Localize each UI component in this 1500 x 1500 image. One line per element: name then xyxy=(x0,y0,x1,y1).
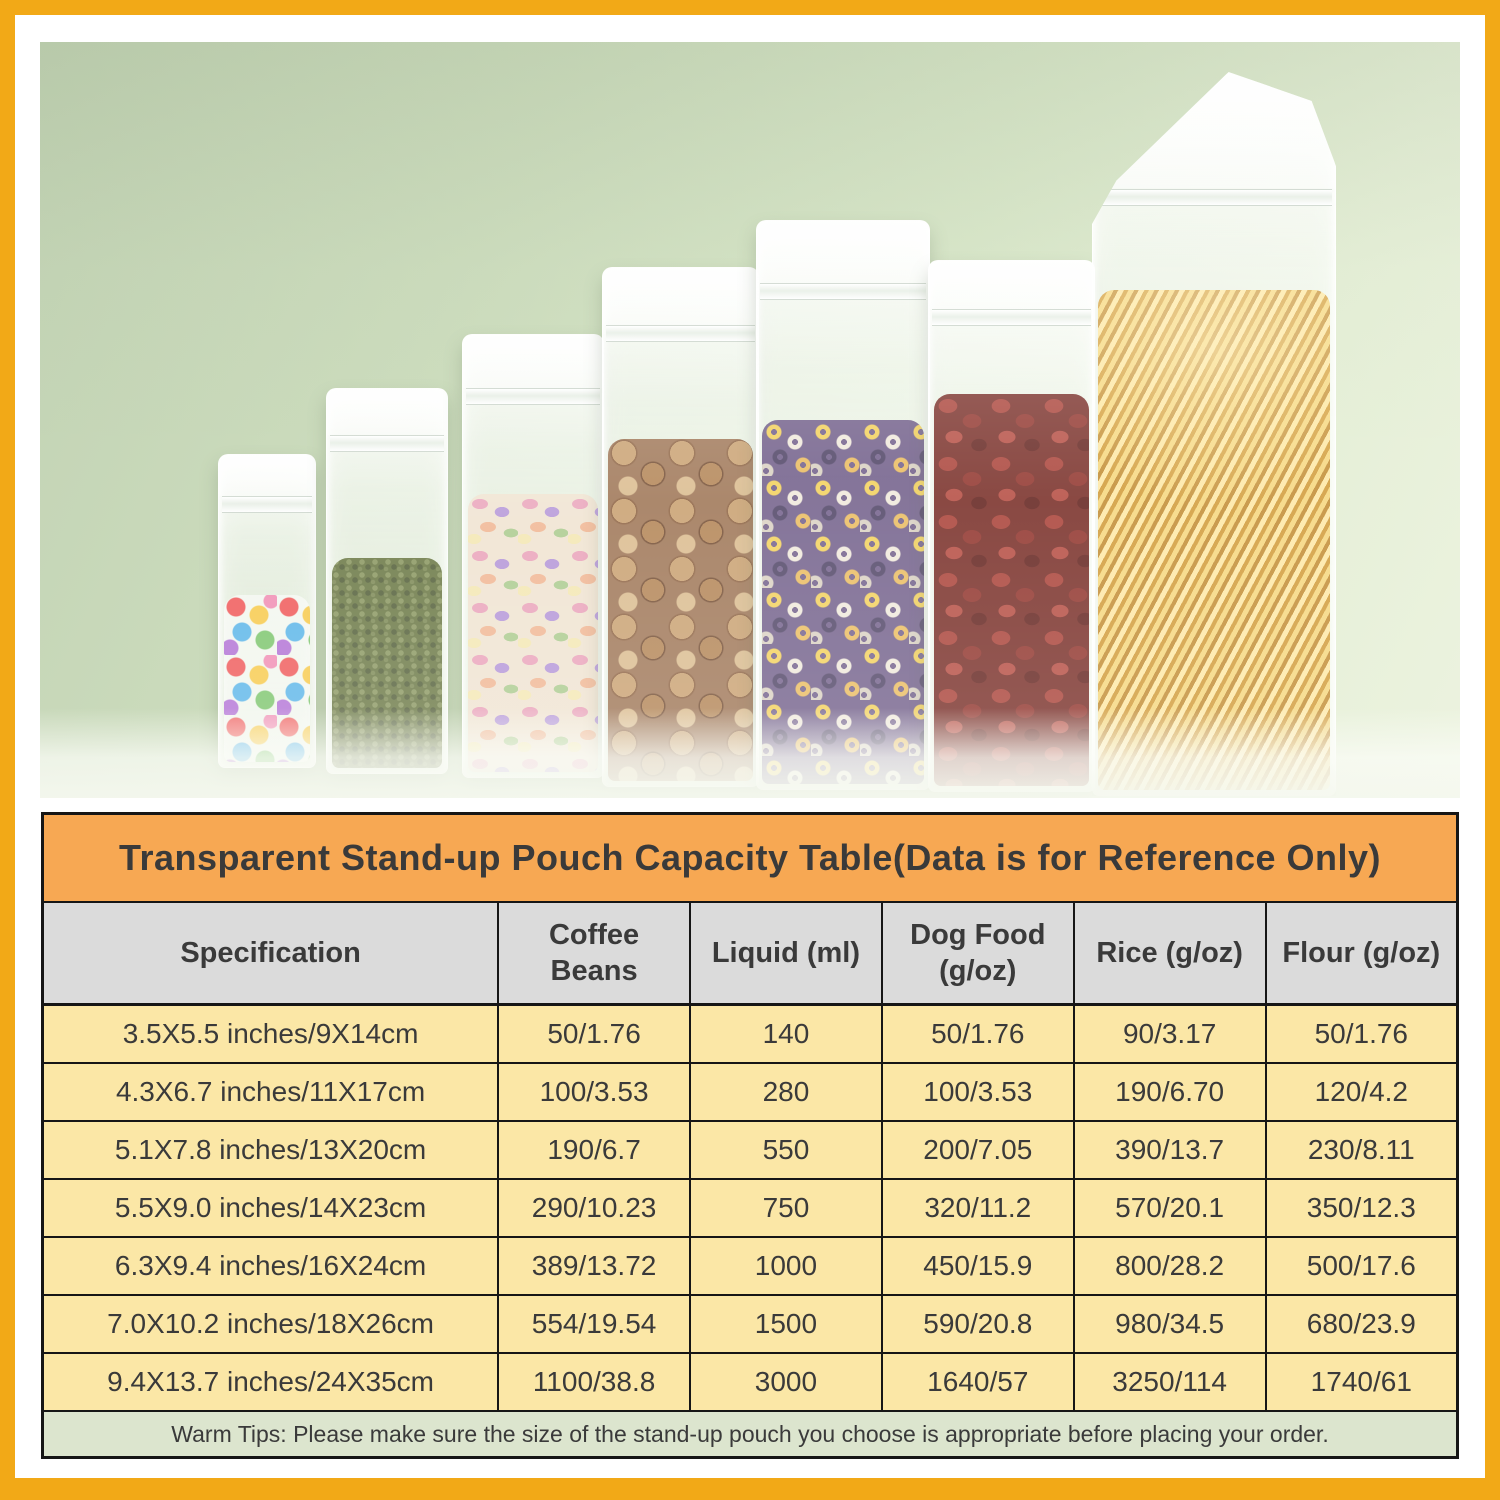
pouch-top-flap xyxy=(219,455,315,496)
table-title-row: Transparent Stand-up Pouch Capacity Tabl… xyxy=(41,812,1459,903)
col-header-rice: Rice (g/oz) xyxy=(1072,901,1267,1006)
pouch-top-flap xyxy=(1093,73,1335,189)
pouch-top-flap xyxy=(757,221,929,284)
dog-food-cell: 100/3.53 xyxy=(880,1062,1075,1122)
rice-cell: 800/28.2 xyxy=(1072,1236,1267,1296)
liquid-cell: 550 xyxy=(689,1120,883,1180)
dog-food-cell: 1640/57 xyxy=(880,1352,1075,1412)
dog-food-cell: 320/11.2 xyxy=(880,1178,1075,1238)
table-row: 5.5X9.0 inches/14X23cm 290/10.23 750 320… xyxy=(41,1178,1459,1238)
table-row: 5.1X7.8 inches/13X20cm 190/6.7 550 200/7… xyxy=(41,1120,1459,1180)
pouch-zip-seal xyxy=(1096,188,1332,206)
pouch-zip-seal xyxy=(606,324,755,342)
dog-food-cell: 590/20.8 xyxy=(880,1294,1075,1354)
flour-cell: 680/23.9 xyxy=(1264,1294,1459,1354)
rice-cell: 390/13.7 xyxy=(1072,1120,1267,1180)
rice-cell: 570/20.1 xyxy=(1072,1178,1267,1238)
spec-cell: 5.1X7.8 inches/13X20cm xyxy=(41,1120,500,1180)
dog-food-cell: 200/7.05 xyxy=(880,1120,1075,1180)
capacity-table-wrap: Transparent Stand-up Pouch Capacity Tabl… xyxy=(41,812,1459,1459)
table-tips-row: Warm Tips: Please make sure the size of … xyxy=(41,1410,1459,1459)
pouch-cereal xyxy=(756,220,930,790)
table-header-row: Specification Coffee Beans Liquid (ml) D… xyxy=(41,901,1459,1006)
pouch-zip-seal xyxy=(932,308,1091,326)
inner-white-frame: Transparent Stand-up Pouch Capacity Tabl… xyxy=(15,15,1485,1478)
flour-cell: 500/17.6 xyxy=(1264,1236,1459,1296)
liquid-cell: 3000 xyxy=(689,1352,883,1412)
spec-cell: 7.0X10.2 inches/18X26cm xyxy=(41,1294,500,1354)
col-header-dog-food: Dog Food (g/oz) xyxy=(880,901,1075,1006)
coffee-cell: 190/6.7 xyxy=(497,1120,691,1180)
pouch-zip-seal xyxy=(330,435,444,453)
capacity-table: Transparent Stand-up Pouch Capacity Tabl… xyxy=(41,812,1459,1459)
col-header-flour: Flour (g/oz) xyxy=(1264,901,1459,1006)
rice-cell: 980/34.5 xyxy=(1072,1294,1267,1354)
liquid-cell: 750 xyxy=(689,1178,883,1238)
photo-floor xyxy=(40,708,1460,798)
liquid-cell: 280 xyxy=(689,1062,883,1122)
coffee-cell: 50/1.76 xyxy=(497,1003,691,1064)
flour-cell: 1740/61 xyxy=(1264,1352,1459,1412)
pouch-photo xyxy=(40,42,1460,798)
spec-cell: 5.5X9.0 inches/14X23cm xyxy=(41,1178,500,1238)
spec-cell: 9.4X13.7 inches/24X35cm xyxy=(41,1352,500,1412)
rice-cell: 90/3.17 xyxy=(1072,1003,1267,1064)
pouch-top-flap xyxy=(929,261,1094,309)
pouch-zip-seal xyxy=(222,495,312,513)
table-row: 6.3X9.4 inches/16X24cm 389/13.72 1000 45… xyxy=(41,1236,1459,1296)
coffee-cell: 389/13.72 xyxy=(497,1236,691,1296)
rice-cell: 3250/114 xyxy=(1072,1352,1267,1412)
col-header-coffee-beans: Coffee Beans xyxy=(497,901,691,1006)
coffee-cell: 1100/38.8 xyxy=(497,1352,691,1412)
spec-cell: 4.3X6.7 inches/11X17cm xyxy=(41,1062,500,1122)
dog-food-cell: 50/1.76 xyxy=(880,1003,1075,1064)
coffee-cell: 554/19.54 xyxy=(497,1294,691,1354)
pouch-zip-seal xyxy=(760,283,926,301)
dog-food-cell: 450/15.9 xyxy=(880,1236,1075,1296)
pouch-fusilli xyxy=(1092,72,1336,796)
table-row: 4.3X6.7 inches/11X17cm 100/3.53 280 100/… xyxy=(41,1062,1459,1122)
liquid-cell: 1500 xyxy=(689,1294,883,1354)
pouch-top-flap xyxy=(327,389,447,436)
coffee-cell: 100/3.53 xyxy=(497,1062,691,1122)
fusilli-contents xyxy=(1098,289,1330,790)
table-row: 3.5X5.5 inches/9X14cm 50/1.76 140 50/1.7… xyxy=(41,1003,1459,1064)
warm-tips: Warm Tips: Please make sure the size of … xyxy=(41,1410,1459,1459)
pouch-top-flap xyxy=(463,335,603,389)
rice-cell: 190/6.70 xyxy=(1072,1062,1267,1122)
flour-cell: 50/1.76 xyxy=(1264,1003,1459,1064)
table-title: Transparent Stand-up Pouch Capacity Tabl… xyxy=(41,812,1459,903)
flour-cell: 350/12.3 xyxy=(1264,1178,1459,1238)
liquid-cell: 1000 xyxy=(689,1236,883,1296)
flour-cell: 230/8.11 xyxy=(1264,1120,1459,1180)
col-header-liquid: Liquid (ml) xyxy=(689,901,883,1006)
spec-cell: 3.5X5.5 inches/9X14cm xyxy=(41,1003,500,1064)
flour-cell: 120/4.2 xyxy=(1264,1062,1459,1122)
col-header-specification: Specification xyxy=(41,901,500,1006)
spec-cell: 6.3X9.4 inches/16X24cm xyxy=(41,1236,500,1296)
coffee-cell: 290/10.23 xyxy=(497,1178,691,1238)
pouch-zip-seal xyxy=(466,388,600,406)
table-row: 9.4X13.7 inches/24X35cm 1100/38.8 3000 1… xyxy=(41,1352,1459,1412)
pouch-top-flap xyxy=(603,268,758,325)
liquid-cell: 140 xyxy=(689,1003,883,1064)
table-row: 7.0X10.2 inches/18X26cm 554/19.54 1500 5… xyxy=(41,1294,1459,1354)
